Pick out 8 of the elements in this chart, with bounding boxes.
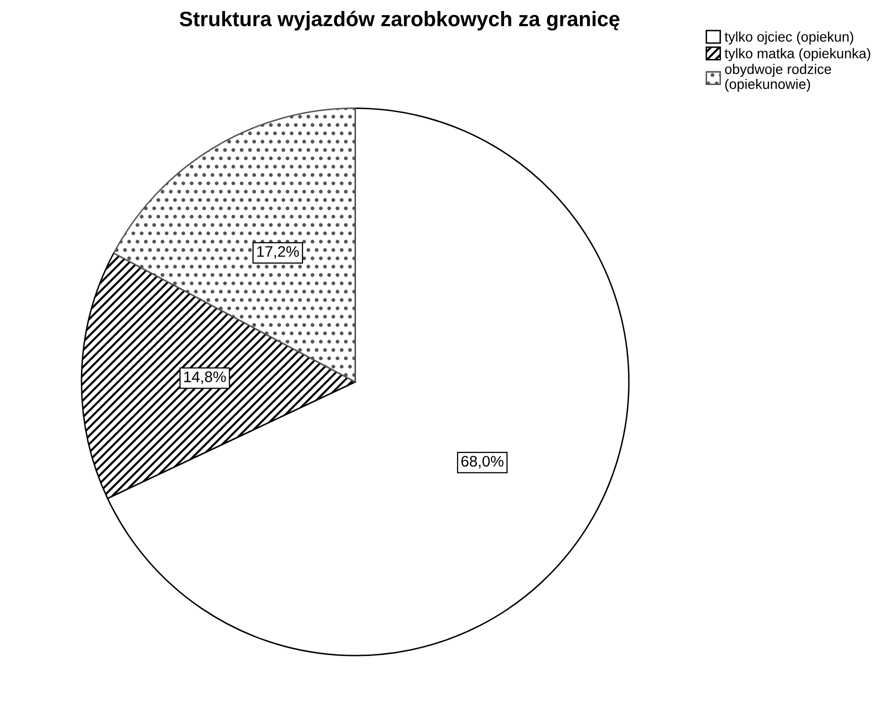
data-label: 68,0% [461,456,504,468]
chart-title: Struktura wyjazdów zarobkowych za granicę [180,10,620,31]
pie-slice [113,108,356,383]
data-label: 14,8% [184,371,226,384]
data-label: 17,2% [257,246,299,259]
legend-label: obydwoje rodzice (opiekunowie) [724,64,832,92]
legend-label: tylko ojciec (opiekun) [724,32,854,44]
legend-label: tylko matka (opiekunka) [724,48,870,62]
